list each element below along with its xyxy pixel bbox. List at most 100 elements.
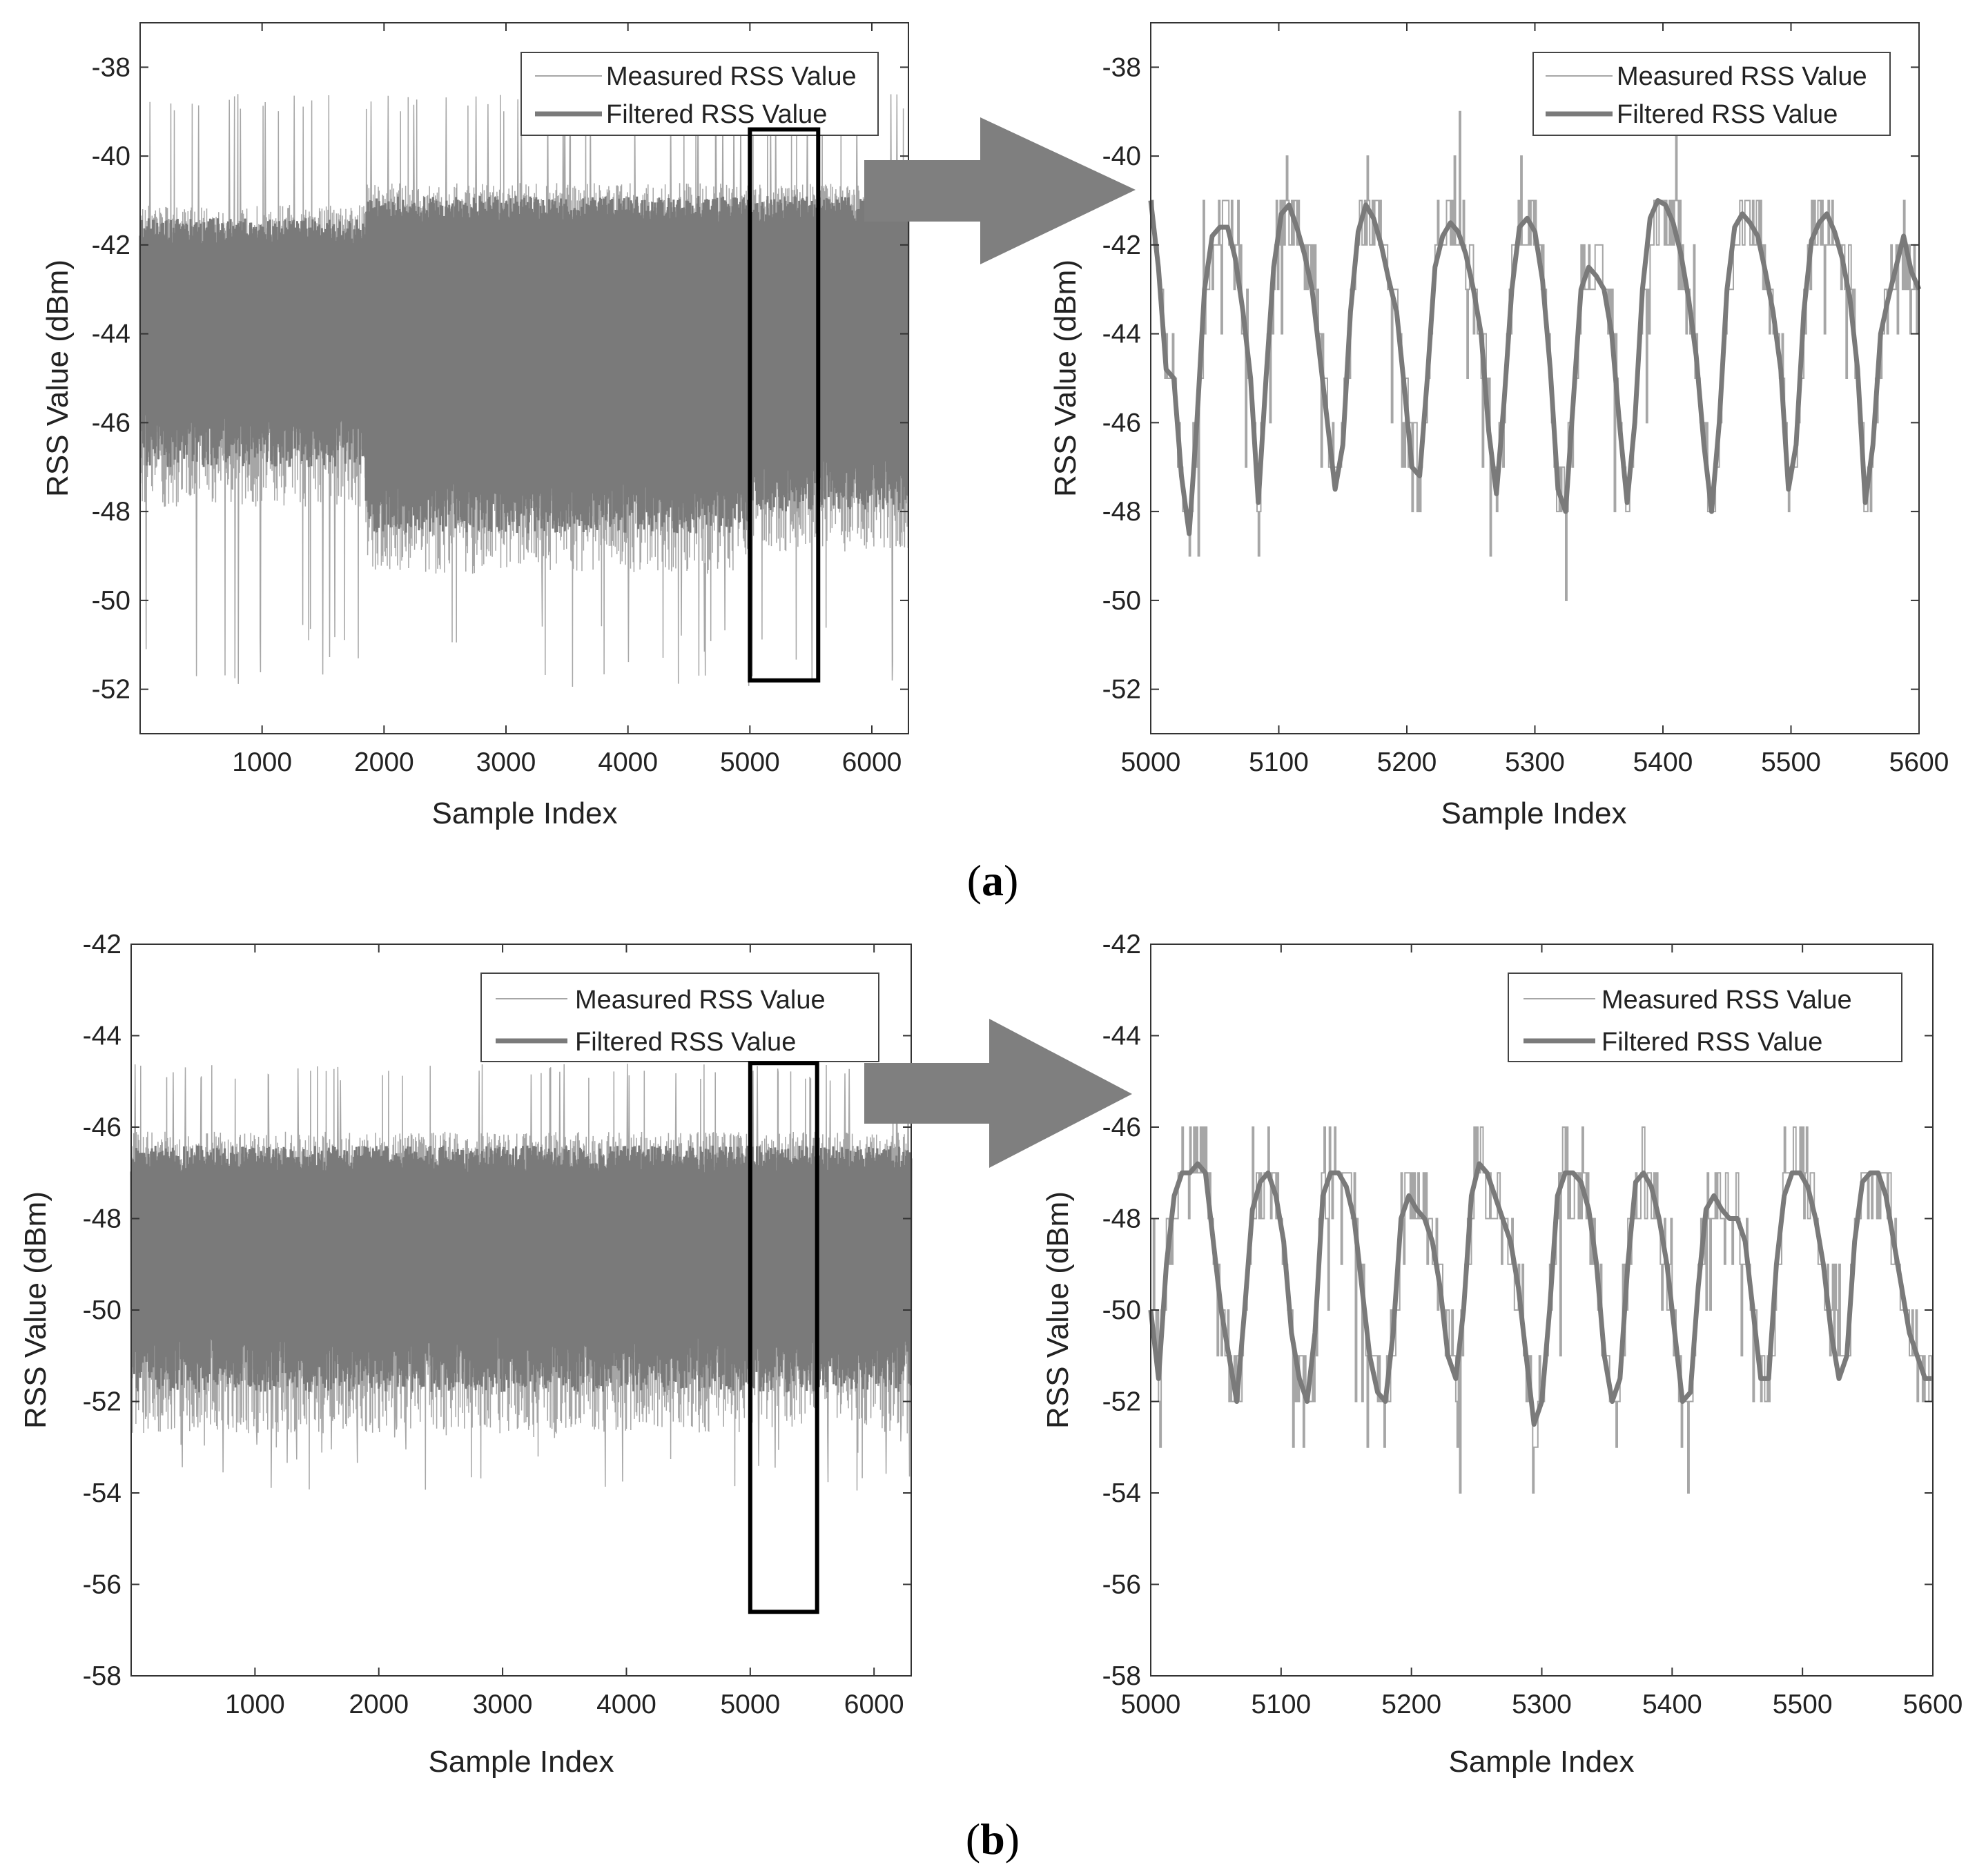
x-axis-label: Sample Index	[431, 797, 617, 830]
chart-panel-a-zoom: -38 -40 -42 -44 -46 -48 -50 -52 5000 5100 5200 530…	[1049, 22, 1949, 830]
y-tick-label: -58	[1102, 1661, 1141, 1691]
zoom-arrow-a	[864, 117, 1136, 264]
x-tick-label: 5400	[1642, 1690, 1702, 1719]
zoom-region-box	[748, 127, 821, 683]
caption-b-letter: b	[980, 1815, 1005, 1864]
x-tick-label: 5300	[1512, 1690, 1572, 1719]
legend-label-filtered: Filtered RSS Value	[1617, 100, 1838, 129]
y-axis-label: RSS Value (dBm)	[1041, 1191, 1075, 1429]
y-tick-label: -44	[1102, 320, 1141, 349]
series-layer	[139, 94, 910, 687]
x-tick-label: 3000	[473, 1690, 533, 1719]
plot-area	[1151, 23, 1919, 734]
y-axis-label: RSS Value (dBm)	[1049, 260, 1082, 497]
x-tick-label: 5100	[1249, 748, 1309, 777]
axes-frame	[139, 22, 909, 734]
y-ticks: -38 -40 -42 -44 -46 -48 -50 -52	[1102, 52, 1919, 705]
legend-label-filtered: Filtered RSS Value	[575, 1028, 796, 1057]
series-layer	[130, 1063, 913, 1491]
x-tick-label: 5600	[1903, 1690, 1963, 1719]
y-tick-label: -44	[83, 1022, 121, 1051]
y-tick-label: -52	[1102, 1387, 1141, 1417]
series-measured-rss	[1151, 1126, 1934, 1494]
legend-label-filtered: Filtered RSS Value	[1602, 1028, 1822, 1057]
x-ticks: 1000 2000 3000 4000 5000 6000	[232, 23, 902, 777]
y-tick-label: -46	[83, 1113, 121, 1142]
y-tick-label: -38	[1102, 52, 1141, 82]
x-tick-label: 6000	[844, 1690, 904, 1719]
y-tick-label: -48	[1102, 497, 1141, 527]
y-tick-label: -46	[1102, 1113, 1141, 1142]
legend-box	[1508, 973, 1902, 1062]
x-tick-label: 6000	[842, 748, 902, 777]
x-tick-label: 5200	[1377, 748, 1437, 777]
x-tick-label: 5000	[1121, 1690, 1181, 1719]
caption-a-close: )	[1004, 856, 1018, 905]
y-tick-label: -54	[83, 1478, 121, 1508]
x-tick-label: 1000	[232, 748, 292, 777]
y-ticks: -42 -44 -46 -48 -50 -52 -54 -56 -58	[83, 930, 911, 1691]
x-tick-label: 5500	[1761, 748, 1821, 777]
y-tick-label: -52	[92, 675, 130, 705]
y-tick-label: -40	[1102, 141, 1141, 171]
series-filtered-rss	[130, 1145, 913, 1393]
x-tick-label: 5300	[1505, 748, 1565, 777]
y-tick-label: -50	[92, 586, 130, 616]
y-tick-label: -38	[92, 52, 130, 82]
legend-label-measured: Measured RSS Value	[1617, 62, 1867, 91]
zoom-arrow-b	[864, 1019, 1132, 1168]
x-tick-label: 1000	[225, 1690, 285, 1719]
caption-b: (b)	[966, 1815, 1020, 1864]
y-tick-label: -42	[92, 231, 130, 260]
y-tick-label: -42	[1102, 930, 1141, 959]
x-ticks: 1000 2000 3000 4000 5000 6000	[225, 944, 904, 1719]
chart-panel-b-full: -42 -44 -46 -48 -50 -52 -54 -56 -58 1000 2000 3000…	[19, 930, 913, 1779]
zoom-region-box	[748, 1061, 819, 1614]
chart-panel-a-full: -38 -40 -42 -44 -46 -48 -50 -52 1000 2000 3000 400…	[41, 22, 910, 830]
x-ticks: 5000 5100 5200 5300 5400 5500 5600	[1121, 23, 1949, 777]
x-axis-label: Sample Index	[1441, 797, 1626, 830]
series-layer	[1148, 110, 1922, 601]
y-tick-label: -50	[83, 1296, 121, 1325]
legend: Measured RSS Value Filtered RSS Value	[520, 52, 879, 136]
x-tick-label: 5100	[1251, 1690, 1311, 1719]
y-tick-label: -44	[1102, 1022, 1141, 1051]
x-tick-label: 2000	[354, 748, 414, 777]
x-axis-label: Sample Index	[1448, 1745, 1634, 1779]
legend-label-measured: Measured RSS Value	[606, 62, 857, 91]
caption-a-letter: a	[982, 856, 1004, 905]
x-tick-label: 5200	[1381, 1690, 1441, 1719]
x-ticks: 5000 5100 5200 5300 5400 5500 5600	[1121, 944, 1963, 1719]
legend: Measured RSS Value Filtered RSS Value	[1532, 52, 1891, 136]
x-tick-label: 5000	[1121, 748, 1181, 777]
x-tick-label: 3000	[476, 748, 536, 777]
y-tick-label: -48	[92, 497, 130, 527]
x-tick-label: 4000	[598, 748, 658, 777]
caption-a: (a)	[967, 856, 1019, 905]
x-tick-label: 5400	[1633, 748, 1693, 777]
legend-box	[480, 973, 879, 1062]
caption-a-open: (	[967, 856, 982, 905]
y-tick-label: -56	[1102, 1570, 1141, 1600]
y-axis-label: RSS Value (dBm)	[19, 1191, 52, 1429]
chart-panel-b-zoom: -42 -44 -46 -48 -50 -52 -54 -56 -58 5000 5100 5200…	[1041, 930, 1963, 1779]
x-tick-label: 5000	[720, 748, 780, 777]
y-axis-label: RSS Value (dBm)	[41, 260, 75, 497]
x-tick-label: 5000	[720, 1690, 780, 1719]
series-filtered-rss	[1148, 1161, 1933, 1427]
y-tick-label: -54	[1102, 1478, 1141, 1508]
y-tick-label: -40	[92, 141, 130, 171]
x-tick-label: 5600	[1889, 748, 1949, 777]
series-layer	[1148, 1126, 1934, 1494]
y-tick-label: -50	[1102, 1296, 1141, 1325]
caption-b-open: (	[966, 1815, 980, 1864]
y-tick-label: -44	[92, 320, 130, 349]
legend-box	[1532, 52, 1891, 136]
legend-box	[520, 52, 879, 136]
y-tick-label: -48	[83, 1204, 121, 1234]
y-tick-label: -58	[83, 1661, 121, 1691]
y-ticks: -42 -44 -46 -48 -50 -52 -54 -56 -58	[1102, 930, 1933, 1691]
series-filtered-rss	[1148, 198, 1922, 536]
series-filtered-rss	[139, 196, 910, 534]
